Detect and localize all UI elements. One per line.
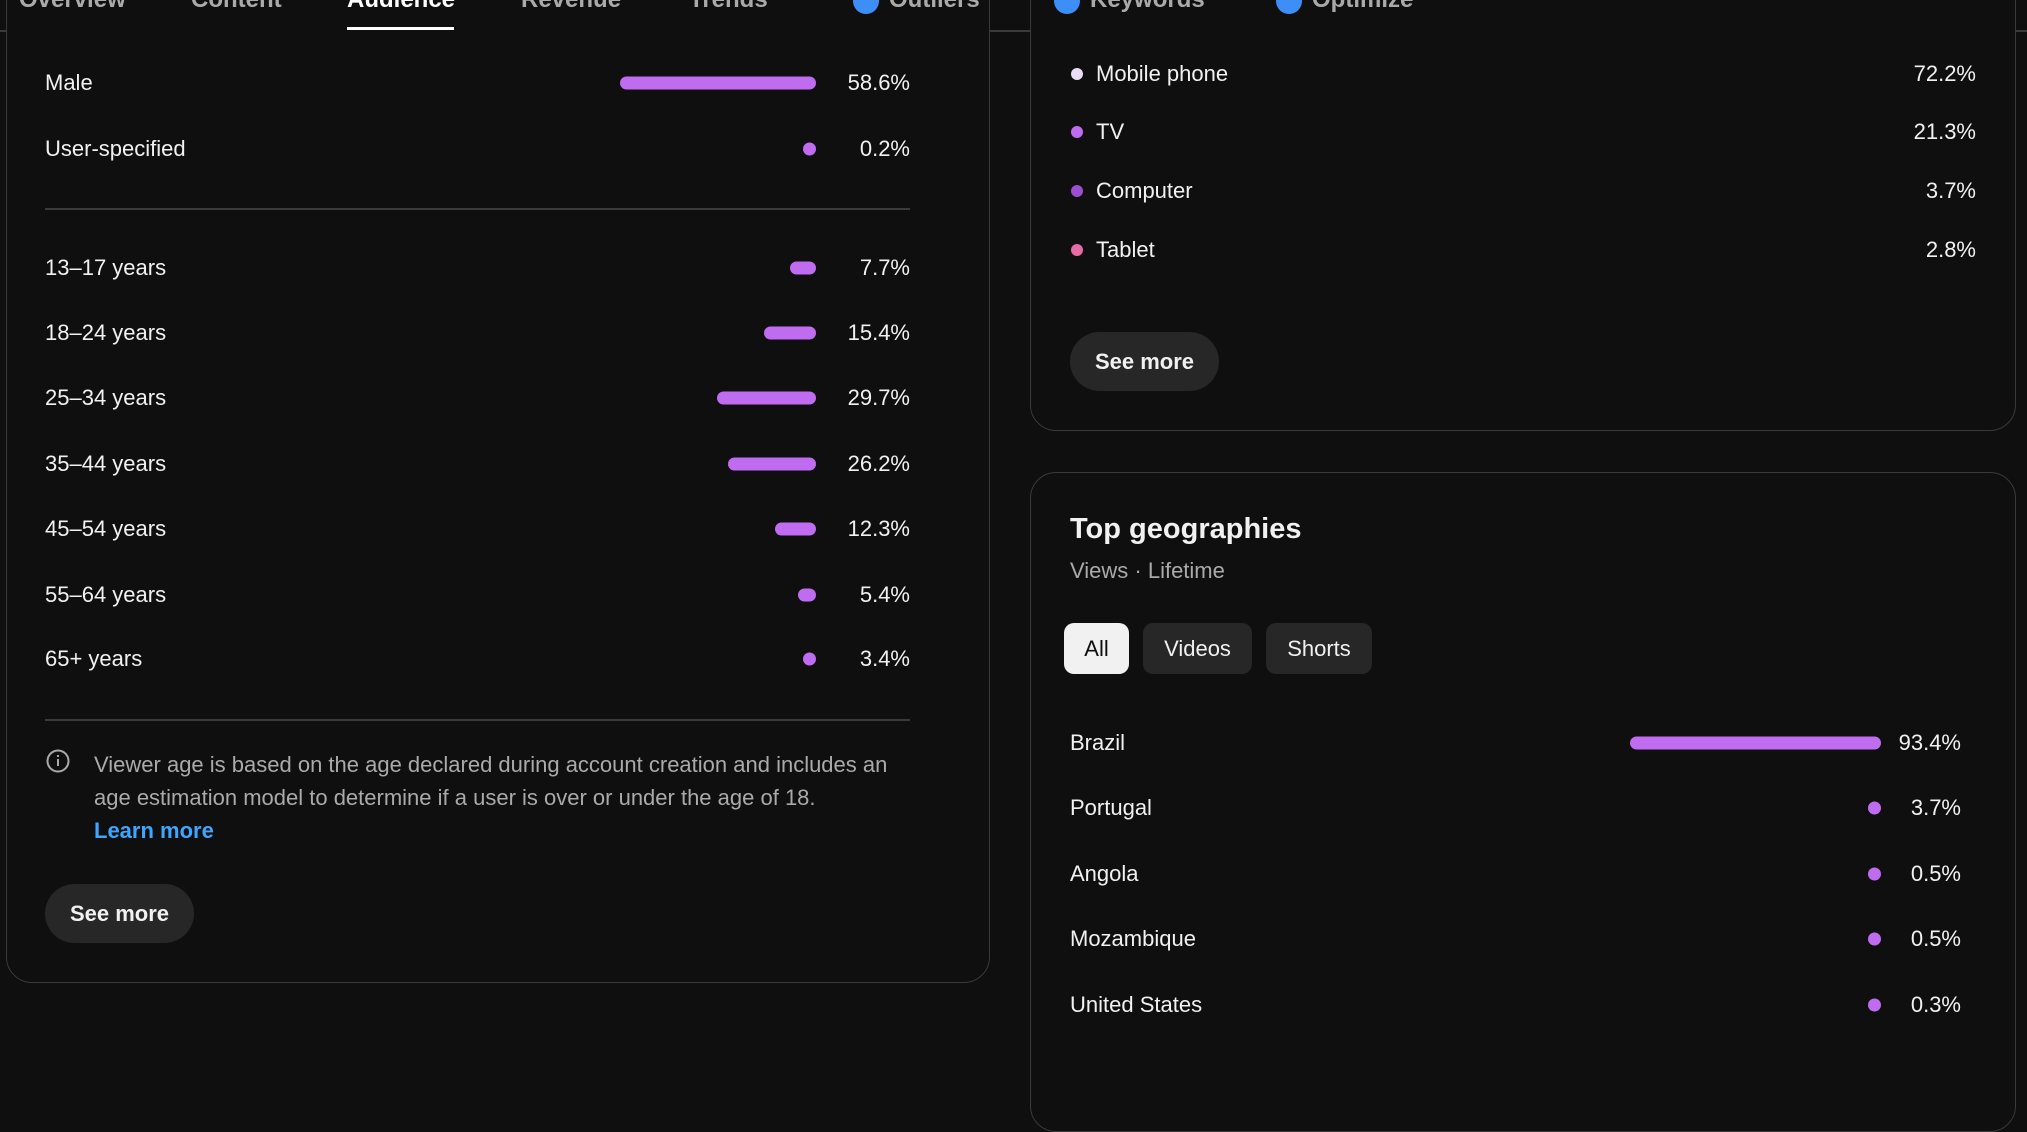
tab[interactable]: Content xyxy=(191,0,282,14)
learn-more-link[interactable]: Learn more xyxy=(94,818,214,843)
row-value: 26.2% xyxy=(847,451,910,476)
row-value: 7.7% xyxy=(859,255,910,280)
tab-underline xyxy=(347,27,454,30)
tab[interactable]: Keywords xyxy=(1090,0,1205,14)
row-value: 93.4% xyxy=(1898,730,1961,755)
row-label: 35–44 years xyxy=(45,451,167,476)
bar xyxy=(1630,736,1881,750)
row-value: 29.7% xyxy=(847,385,910,410)
device-value: 72.2% xyxy=(1913,61,1976,86)
device-value: 2.8% xyxy=(1925,237,1976,262)
row-label: Portugal xyxy=(1070,795,1152,820)
row-label: User-specified xyxy=(45,136,186,161)
row-label: Angola xyxy=(1070,861,1139,886)
device-label: TV xyxy=(1096,119,1125,144)
tab[interactable]: Optimize xyxy=(1312,0,1413,14)
age-gender-card xyxy=(6,0,990,983)
tab[interactable]: Trends xyxy=(689,0,768,14)
bar xyxy=(790,261,816,275)
row-value: 0.5% xyxy=(1910,926,1961,951)
bar xyxy=(803,142,816,156)
card-title: Top geographies xyxy=(1070,513,1302,545)
bar xyxy=(774,522,816,536)
bar xyxy=(1868,998,1881,1012)
see-more-button[interactable]: See more xyxy=(1070,332,1219,391)
age-note: Viewer age is based on the age declared … xyxy=(94,748,904,847)
row-label: 13–17 years xyxy=(45,255,167,280)
divider xyxy=(45,208,910,210)
row-label: Male xyxy=(45,70,93,95)
row-label: 55–64 years xyxy=(45,582,167,607)
row-label: Brazil xyxy=(1070,730,1126,755)
row-value: 12.3% xyxy=(847,516,910,541)
row-label: 25–34 years xyxy=(45,385,167,410)
tab-icon xyxy=(1054,0,1080,14)
row-label: Mozambique xyxy=(1070,926,1196,951)
row-label: United States xyxy=(1070,992,1203,1017)
tab[interactable]: Outliers xyxy=(889,0,980,14)
bar xyxy=(716,391,816,405)
row-value: 58.6% xyxy=(847,70,910,95)
row-label: 18–24 years xyxy=(45,320,167,345)
device-label: Mobile phone xyxy=(1096,61,1229,86)
note-text: Viewer age is based on the age declared … xyxy=(94,752,888,810)
row-value: 3.7% xyxy=(1910,795,1961,820)
device-dot xyxy=(1071,68,1083,80)
tab[interactable]: Audience xyxy=(347,0,455,14)
device-dot xyxy=(1071,244,1083,256)
device-value: 21.3% xyxy=(1913,119,1976,144)
device-dot xyxy=(1071,185,1083,197)
bar xyxy=(620,76,816,90)
row-value: 15.4% xyxy=(847,320,910,345)
filter-chip[interactable]: All xyxy=(1064,623,1129,674)
card-subtitle: Views · Lifetime xyxy=(1070,558,1225,583)
bar xyxy=(797,588,816,602)
filter-chip[interactable]: Videos xyxy=(1143,623,1252,674)
info-icon xyxy=(46,749,70,773)
row-value: 0.2% xyxy=(859,136,910,161)
bar xyxy=(764,326,816,340)
row-label: 45–54 years xyxy=(45,516,167,541)
row-value: 3.4% xyxy=(859,646,910,671)
row-label: 65+ years xyxy=(45,646,143,671)
filter-chip[interactable]: Shorts xyxy=(1266,623,1372,674)
row-value: 0.5% xyxy=(1910,861,1961,886)
tab-icon xyxy=(1276,0,1302,14)
device-label: Tablet xyxy=(1096,237,1155,262)
device-dot xyxy=(1071,126,1083,138)
geographies-card xyxy=(1030,472,2016,1132)
row-value: 5.4% xyxy=(859,582,910,607)
divider xyxy=(45,719,910,721)
tab[interactable]: Overview xyxy=(19,0,126,14)
tab-icon xyxy=(853,0,879,14)
see-more-button[interactable]: See more xyxy=(45,884,194,943)
tab[interactable]: Revenue xyxy=(521,0,621,14)
tab-divider xyxy=(0,30,2027,32)
row-value: 0.3% xyxy=(1910,992,1961,1017)
bar xyxy=(1868,932,1881,946)
bar xyxy=(1868,867,1881,881)
device-label: Computer xyxy=(1096,178,1193,203)
bar xyxy=(803,652,816,666)
device-value: 3.7% xyxy=(1925,178,1976,203)
bar xyxy=(728,457,816,471)
bar xyxy=(1868,801,1881,815)
